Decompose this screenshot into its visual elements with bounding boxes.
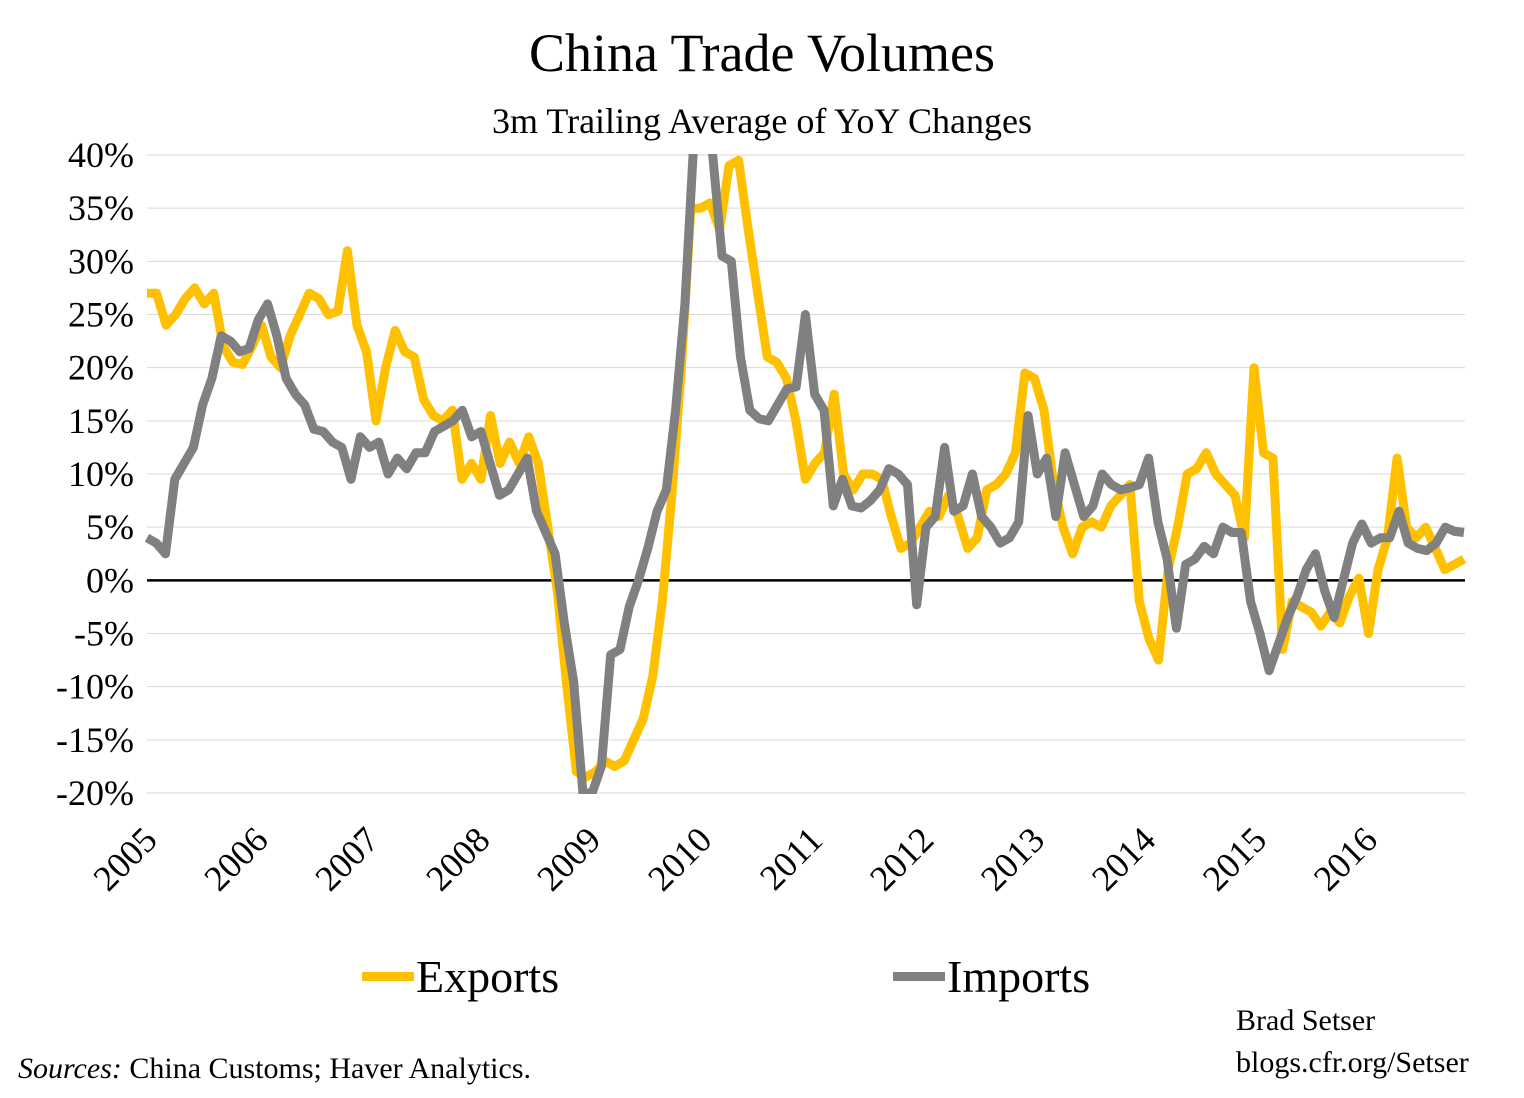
- blog-url: blogs.cfr.org/Setser: [1236, 1046, 1469, 1079]
- x-tick-label: 2013: [973, 819, 1052, 898]
- y-tick-label: 40%: [68, 135, 134, 175]
- y-tick-label: 5%: [86, 507, 134, 547]
- chart-subtitle: 3m Trailing Average of YoY Changes: [492, 101, 1032, 141]
- legend-item-imports: Imports: [893, 950, 1090, 1003]
- legend-item-exports: Exports: [362, 950, 559, 1003]
- chart-title: China Trade Volumes: [528, 23, 996, 83]
- y-tick-label: 25%: [68, 295, 134, 335]
- x-tick-label: 2009: [529, 819, 608, 898]
- y-tick-label: -10%: [56, 667, 134, 707]
- x-tick-label: 2015: [1195, 819, 1274, 898]
- x-tick-label: 2011: [752, 819, 830, 897]
- x-tick-label: 2014: [1084, 819, 1163, 898]
- x-tick-label: 2006: [196, 819, 275, 898]
- x-tick-label: 2007: [307, 819, 386, 898]
- y-tick-label: 30%: [68, 241, 134, 281]
- sources-text: China Customs; Haver Analytics.: [121, 1052, 531, 1085]
- legend-label-exports: Exports: [416, 951, 560, 1002]
- x-tick-label: 2016: [1306, 819, 1385, 898]
- x-tick-label: 2010: [640, 819, 719, 898]
- y-tick-label: -20%: [56, 773, 134, 813]
- series-line-imports: [144, 154, 1465, 794]
- x-tick-label: 2005: [85, 819, 164, 898]
- sources-note: Sources: China Customs; Haver Analytics.: [18, 1052, 531, 1086]
- y-tick-label: 10%: [68, 454, 134, 494]
- y-tick-label: 0%: [86, 560, 134, 600]
- author-name: Brad Setser: [1236, 1004, 1376, 1037]
- legend-swatch-imports: [893, 972, 945, 981]
- x-tick-label: 2008: [418, 819, 497, 898]
- y-tick-label: 20%: [68, 348, 134, 388]
- y-tick-label: -15%: [56, 720, 134, 760]
- y-tick-label: 35%: [68, 188, 134, 228]
- x-tick-label: 2012: [862, 819, 941, 898]
- legend-label-imports: Imports: [947, 951, 1091, 1002]
- legend-swatch-exports: [362, 972, 414, 981]
- sources-label: Sources:: [18, 1052, 122, 1085]
- attribution: Brad Setser blogs.cfr.org/Setser: [1236, 1000, 1469, 1084]
- y-tick-label: 15%: [68, 401, 134, 441]
- y-tick-label: -5%: [74, 614, 134, 654]
